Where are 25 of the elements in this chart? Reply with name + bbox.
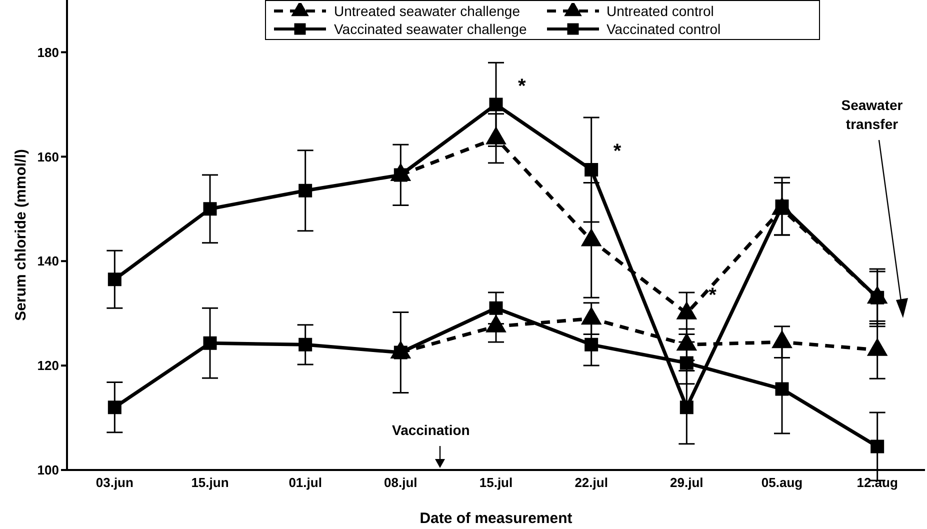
x-tick-label: 15.jul [479,475,513,490]
y-tick-label: 120 [37,358,59,374]
legend-label: Vaccinated seawater challenge [334,21,527,37]
annotation: * [613,140,622,163]
x-tick-label: 08.jul [384,475,418,490]
x-tick-label: 22.jul [574,475,608,490]
y-tick-label: 160 [37,149,59,164]
annotation: * [708,284,717,306]
annotation: Seawater transfer [840,96,904,134]
legend-label: Untreated seawater challenge [334,3,520,19]
legend-label: Untreated control [606,3,714,19]
x-tick-label: 01.jul [288,475,322,490]
x-tick-label: 05.aug [761,475,803,490]
legend-label: Vaccinated control [606,21,721,37]
y-tick-label: 100 [37,462,59,478]
x-tick-label: 15.jun [191,475,229,490]
x-axis-title: Date of measurement [420,510,572,527]
annotation: Vaccination [392,422,470,438]
y-tick-label: 140 [37,254,59,269]
annotation: * [518,75,526,98]
x-tick-label: 29.jul [670,475,704,490]
y-axis-title: Serum chloride (mmol/l) [12,149,30,321]
x-tick-label: 03.jun [96,475,134,490]
x-tick-label: 12.aug [856,475,898,490]
y-tick-label: 180 [37,44,59,60]
